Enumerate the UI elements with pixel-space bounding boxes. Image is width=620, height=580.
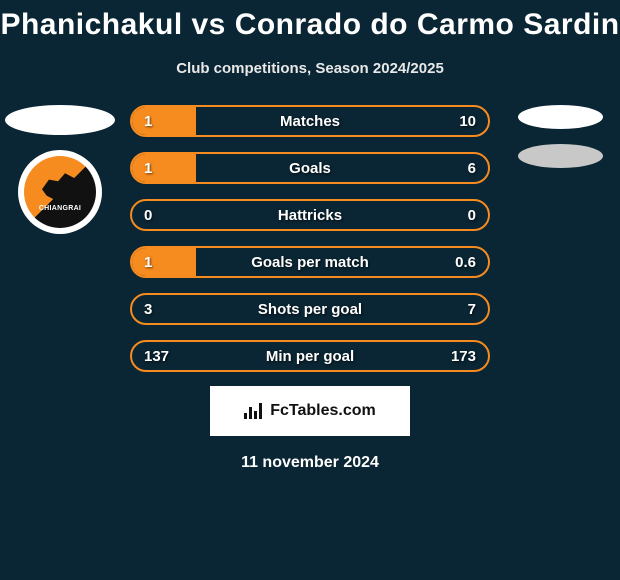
stat-label: Goals per match: [132, 248, 488, 276]
stat-label: Goals: [132, 154, 488, 182]
right-value: 0: [468, 201, 476, 229]
brand-box: FcTables.com: [210, 386, 410, 436]
left-club-label: CHIANGRAI: [24, 205, 96, 212]
right-value: 0.6: [455, 248, 476, 276]
bars-icon: [244, 403, 264, 419]
stat-label: Matches: [132, 107, 488, 135]
left-player-avatar: [5, 105, 115, 135]
right-player-avatar: [518, 105, 603, 129]
right-side: [500, 105, 620, 372]
stat-row: 1Matches10: [130, 105, 490, 137]
right-value: 173: [451, 342, 476, 370]
right-value: 10: [459, 107, 476, 135]
right-value: 7: [468, 295, 476, 323]
stat-row: 1Goals6: [130, 152, 490, 184]
right-value: 6: [468, 154, 476, 182]
stat-row: 0Hattricks0: [130, 199, 490, 231]
stat-row: 3Shots per goal7: [130, 293, 490, 325]
stat-row: 137Min per goal173: [130, 340, 490, 372]
stat-label: Shots per goal: [132, 295, 488, 323]
subtitle: Club competitions, Season 2024/2025: [0, 60, 620, 77]
footer-date: 11 november 2024: [0, 454, 620, 472]
stat-label: Min per goal: [132, 342, 488, 370]
left-club-badge: CHIANGRAI: [18, 150, 102, 234]
right-club-badge: [518, 144, 603, 168]
stat-label: Hattricks: [132, 201, 488, 229]
comparison-panel: CHIANGRAI 1Matches10 1Goals6 0Hattricks0 1G…: [0, 105, 620, 372]
stat-bars: 1Matches10 1Goals6 0Hattricks0 1Goals per m…: [120, 105, 500, 372]
page-title: Phanichakul vs Conrado do Carmo Sardin: [0, 0, 620, 42]
brand-text: FcTables.com: [270, 402, 376, 420]
left-side: CHIANGRAI: [0, 105, 120, 372]
stat-row: 1Goals per match0.6: [130, 246, 490, 278]
